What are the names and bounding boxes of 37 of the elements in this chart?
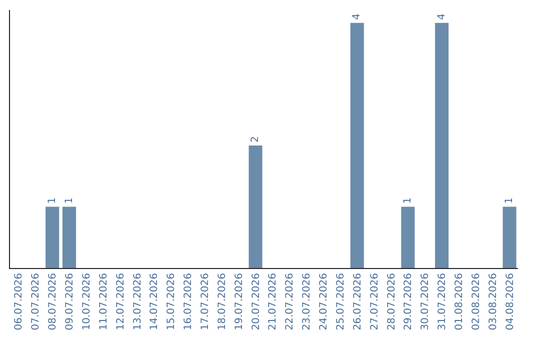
x-tick-label: 12.07.2026 [115,273,126,330]
data-label: 1 [64,197,75,204]
x-tick-label: 08.07.2026 [48,273,59,330]
x-tick-label: 25.07.2026 [335,273,346,330]
x-tick-label: 21.07.2026 [268,273,279,330]
x-tick-label: 18.07.2026 [216,273,228,330]
data-label: 1 [46,197,58,204]
x-tick-label: 04.08.2026 [504,273,516,330]
x-tick-label: 17.07.2026 [200,273,211,330]
data-label: 4 [352,14,363,20]
x-tick-label: 09.07.2026 [64,273,76,330]
x-tick-label: 06.07.2026 [14,273,25,330]
x-tick-label: 01.08.2026 [454,273,465,330]
x-tick-label: 11.07.2026 [98,273,110,330]
x-tick-label: 02.08.2026 [470,273,482,330]
x-tick-label: 26.07.2026 [352,273,364,330]
x-tick-label: 30.07.2026 [420,273,432,330]
x-tick-label: 22.07.2026 [284,273,296,330]
x-tick-label: 29.07.2026 [403,273,414,330]
data-label: 1 [402,197,414,204]
x-tick-label: 20.07.2026 [250,273,262,330]
x-tick-label: 16.07.2026 [183,273,194,330]
x-tick-label: 23.07.2026 [302,273,313,330]
x-tick-label: 27.07.2026 [369,273,380,330]
x-tick-label: 31.07.2026 [437,273,448,330]
x-tick-label: 07.07.2026 [30,273,42,330]
x-tick-label: 15.07.2026 [166,273,178,330]
data-label: 2 [250,136,262,142]
data-label: 4 [436,14,448,20]
x-tick-label: 28.07.2026 [386,273,398,330]
x-tick-label: 14.07.2026 [149,273,160,330]
x-tick-label: 10.07.2026 [81,273,92,330]
x-tick-label: 19.07.2026 [234,273,245,330]
x-tick-label: 03.08.2026 [488,273,499,330]
data-label: 1 [504,197,516,204]
x-tick-label: 24.07.2026 [318,273,330,330]
x-tick-label: 13.07.2026 [132,273,144,330]
